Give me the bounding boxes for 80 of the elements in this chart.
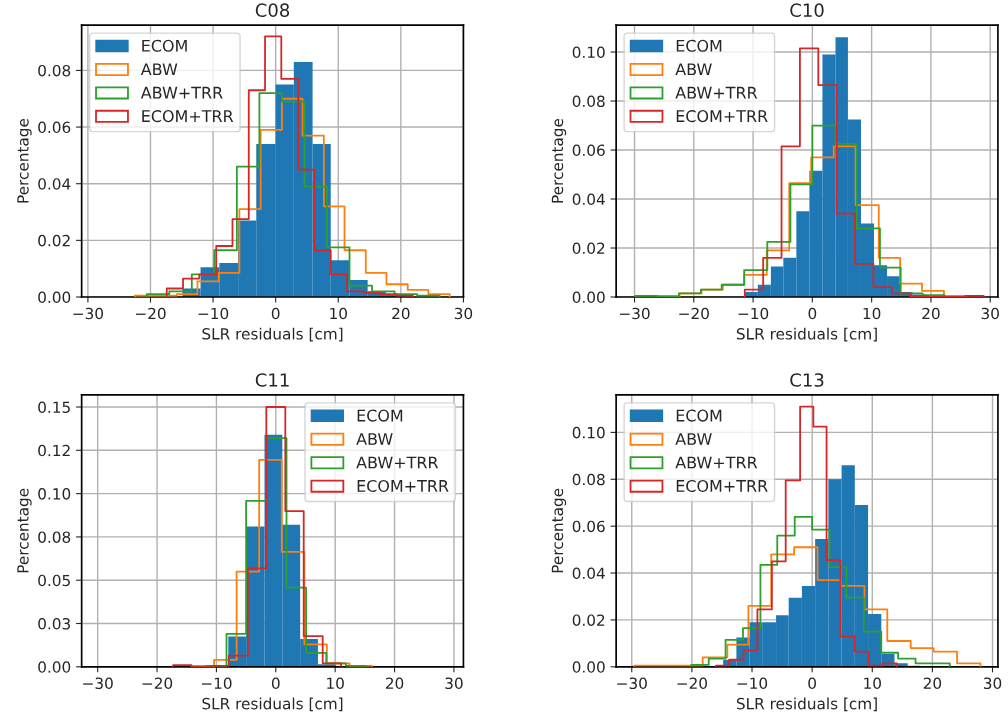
y-tick-label: 0.00 <box>572 291 605 304</box>
y-tick-label: 0.10 <box>572 46 605 59</box>
x-tick-label: 0 <box>808 307 817 320</box>
chart-title: C13 <box>790 373 824 387</box>
x-tick-label: 20 <box>392 307 410 320</box>
legend-label: ECOM+TRR <box>142 110 234 123</box>
x-tick-label: −30 <box>620 307 650 320</box>
y-tick-label: 0.15 <box>38 401 70 414</box>
legend-label: ECOM+TRR <box>676 110 768 123</box>
y-tick-label: 0.08 <box>572 473 605 486</box>
y-tick-label: 0.00 <box>38 291 71 304</box>
x-tick-label: −20 <box>135 307 166 320</box>
y-axis-title: Percentage <box>551 488 567 573</box>
legend-label: ECOM <box>676 409 722 422</box>
y-tick-label: 0.08 <box>38 64 71 77</box>
x-tick-label: −20 <box>142 677 173 690</box>
x-tick-label: 10 <box>863 307 881 320</box>
y-tick-label: 0.12 <box>38 444 70 457</box>
y-tick-label: 0.04 <box>572 567 605 580</box>
y-tick-label: 0.04 <box>38 178 71 190</box>
x-axis-title: SLR residuals [cm] <box>736 327 877 342</box>
x-tick-label: 20 <box>923 677 942 690</box>
y-tick-label: 0.10 <box>572 426 605 439</box>
y-tick-label: 0.02 <box>572 614 605 626</box>
legend-label: ABW+TRR <box>675 456 758 469</box>
x-tick-label: 10 <box>864 677 881 690</box>
x-tick-label: 30 <box>983 677 1002 690</box>
x-tick-label: −10 <box>737 677 768 690</box>
y-axis-title: Percentage <box>17 118 32 203</box>
y-tick-label: 0.03 <box>38 617 71 630</box>
legend-label: ECOM <box>142 39 187 52</box>
legend-label: ABW+TRR <box>140 86 223 99</box>
x-tick-label: −30 <box>83 677 113 690</box>
legend-label: ECOM+TRR <box>357 479 449 492</box>
x-tick-label: 20 <box>922 307 940 320</box>
chart-title: C10 <box>790 3 824 18</box>
legend-label: ECOM <box>357 409 403 422</box>
legend-label: ABW <box>140 63 178 76</box>
x-tick-label: −10 <box>201 677 232 690</box>
x-tick-label: 30 <box>981 307 999 320</box>
y-tick-label: 0.00 <box>38 661 71 673</box>
y-tick-label: 0.00 <box>572 661 605 673</box>
chart-title: C11 <box>255 373 289 387</box>
y-tick-label: 0.08 <box>572 95 605 108</box>
y-tick-label: 0.02 <box>572 242 605 255</box>
legend-label: ABW <box>356 433 393 445</box>
x-tick-label: 0 <box>271 677 280 690</box>
legend-label: ECOM <box>676 39 722 52</box>
legend-label: ABW <box>675 433 712 445</box>
legend-label: ABW+TRR <box>356 456 439 469</box>
y-tick-label: 0.02 <box>38 234 70 247</box>
legend-label: ABW <box>675 63 712 76</box>
y-tick-label: 0.08 <box>38 531 71 543</box>
x-axis-title: SLR residuals [cm] <box>202 697 343 712</box>
x-tick-label: −20 <box>677 677 707 690</box>
chart-title: C08 <box>255 3 290 18</box>
x-tick-label: −20 <box>679 307 709 320</box>
y-axis-title: Percentage <box>17 488 32 573</box>
x-tick-label: −30 <box>617 677 647 690</box>
x-tick-label: 20 <box>385 677 404 690</box>
y-tick-label: 0.06 <box>38 121 71 134</box>
x-axis-title: SLR residuals [cm] <box>202 327 343 342</box>
x-tick-label: 0 <box>271 307 280 320</box>
x-axis-title: SLR residuals [cm] <box>736 697 877 712</box>
x-tick-label: 0 <box>808 677 816 690</box>
x-tick-label: 30 <box>445 677 463 690</box>
legend-label: ECOM+TRR <box>676 479 768 492</box>
x-tick-label: −10 <box>198 307 229 320</box>
x-tick-label: 30 <box>454 307 473 320</box>
legend-label: ABW+TRR <box>675 86 758 99</box>
y-tick-label: 0.06 <box>572 520 605 533</box>
y-tick-label: 0.05 <box>38 574 70 587</box>
x-tick-label: −10 <box>738 307 769 320</box>
y-axis-title: Percentage <box>551 118 567 203</box>
y-tick-label: 0.10 <box>38 488 71 500</box>
y-tick-label: 0.06 <box>572 144 605 157</box>
x-tick-label: 10 <box>327 677 344 690</box>
x-tick-label: −30 <box>73 307 104 320</box>
x-tick-label: 10 <box>330 307 347 320</box>
y-tick-label: 0.04 <box>572 193 605 206</box>
